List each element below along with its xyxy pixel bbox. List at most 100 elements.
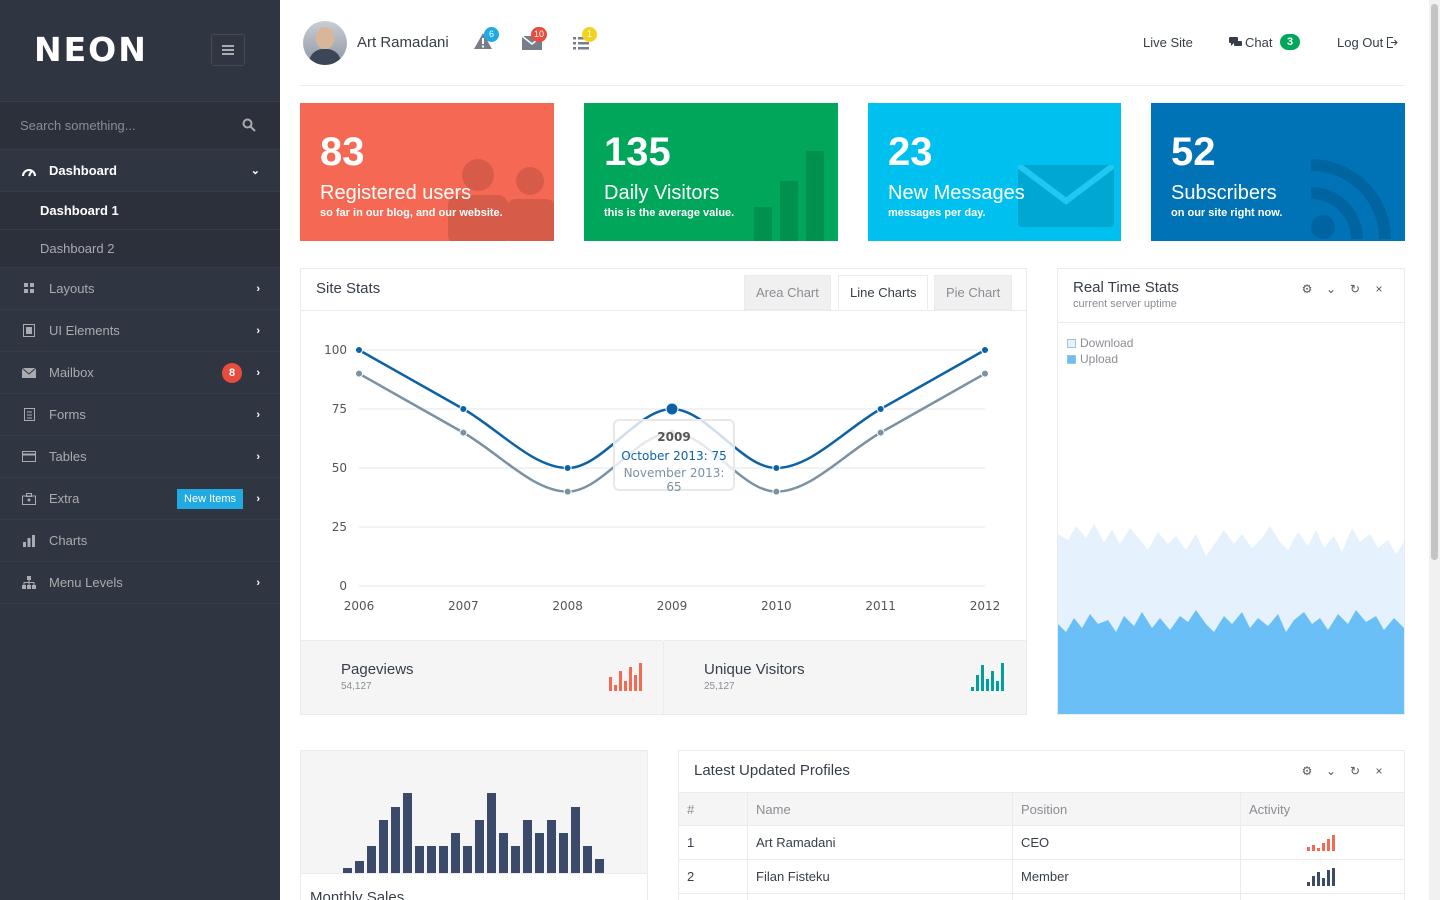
chevron-down-icon[interactable]: ⌄ (1325, 282, 1337, 296)
chevron-down-icon[interactable]: ⌄ (1325, 764, 1337, 778)
monthly-sales-bar-chart (343, 793, 604, 873)
sidebar-item-layouts[interactable]: Layouts › (0, 268, 280, 310)
data-point (563, 487, 572, 496)
data-point (563, 464, 572, 472)
panel-heading (1058, 269, 1404, 323)
close-icon[interactable]: × (1375, 282, 1383, 296)
search-input[interactable]: Search something... (20, 118, 136, 133)
briefcase-icon (22, 492, 36, 506)
legend-download[interactable]: Download (1067, 336, 1133, 350)
panel-heading (301, 269, 1026, 311)
data-point (459, 428, 468, 437)
sidebar-item-charts[interactable]: Charts (0, 520, 280, 562)
sidebar-item-label: Charts (49, 533, 88, 548)
column-divider (1012, 792, 1013, 900)
tab-line-charts[interactable]: Line Charts (838, 275, 929, 310)
tile-title: Registered users (320, 182, 472, 204)
table-row[interactable]: 1 Art Ramadani CEO (679, 826, 1404, 860)
rss-icon (1310, 159, 1391, 240)
users-icon (448, 159, 554, 241)
activity-sparkline (1307, 835, 1335, 851)
column-header[interactable]: Activity (1249, 802, 1291, 817)
panel-title: Real Time Stats (1073, 279, 1179, 296)
y-tick-label: 0 (339, 579, 347, 593)
live-site-link[interactable]: Live Site (1143, 35, 1193, 50)
chat-count-badge: 3 (1280, 34, 1300, 50)
sitemap-icon (22, 576, 36, 590)
sidebar-item-label: Forms (49, 407, 86, 422)
sidebar-item-ui-elements[interactable]: UI Elements › (0, 310, 280, 352)
sidebar-item-extra[interactable]: Extra New Items › (0, 478, 280, 520)
chevron-right-icon: › (256, 492, 260, 505)
tab-pie-chart[interactable]: Pie Chart (934, 275, 1013, 310)
sidebar (0, 0, 280, 900)
mail-icon (22, 366, 36, 380)
chat-link[interactable]: Chat (1245, 35, 1273, 50)
sidebar-subitem-dashboard-1[interactable]: Dashboard 1 (0, 192, 280, 230)
data-point (876, 405, 885, 413)
sidebar-item-menu-levels[interactable]: Menu Levels › (0, 562, 280, 604)
envelope-icon (1018, 165, 1114, 227)
stat-label: Unique Visitors (704, 661, 805, 678)
refresh-icon[interactable]: ↻ (1349, 764, 1361, 778)
column-header[interactable]: Position (1021, 802, 1068, 817)
x-tick-label: 2007 (448, 599, 479, 613)
gear-icon[interactable]: ⚙ (1301, 282, 1313, 296)
column-header[interactable]: Name (756, 802, 791, 817)
sidebar-item-mailbox[interactable]: Mailbox 8 › (0, 352, 280, 394)
window-icon (22, 324, 36, 338)
logo[interactable]: NEON (34, 30, 148, 69)
sidebar-item-label: Tables (49, 449, 87, 464)
table-row[interactable]: 2 Filan Fisteku Member (679, 860, 1404, 894)
x-tick-label: 2011 (865, 599, 896, 613)
logout-icon[interactable] (1387, 37, 1398, 48)
gear-icon[interactable]: ⚙ (1301, 764, 1313, 778)
menu-toggle-button[interactable] (211, 34, 245, 66)
sidebar-item-label: Dashboard (49, 163, 117, 178)
tile-subtitle: messages per day. (888, 207, 986, 219)
tile-subtitle: this is the average value. (604, 207, 735, 219)
y-tick-label: 50 (332, 461, 347, 475)
cell-num: 2 (687, 869, 695, 884)
warning-icon[interactable] (473, 32, 493, 50)
user-name[interactable]: Art Ramadani (357, 34, 449, 51)
tile-daily-visitors[interactable]: 135 Daily Visitors this is the average v… (584, 103, 838, 241)
logout-link[interactable]: Log Out (1337, 35, 1384, 50)
avatar[interactable] (303, 21, 347, 65)
cell-num: 1 (687, 835, 695, 850)
sidebar-item-dashboard[interactable]: Dashboard ⌄ (0, 150, 280, 192)
tile-new-messages[interactable]: 23 New Messages messages per day. (868, 103, 1121, 241)
chevron-right-icon: › (256, 576, 260, 589)
y-tick-label: 100 (324, 343, 347, 357)
legend-label: Download (1080, 336, 1134, 350)
sidebar-item-forms[interactable]: Forms › (0, 394, 280, 436)
tile-subtitle: so far in our blog, and our website. (320, 207, 503, 219)
scrollbar-thumb[interactable] (1431, 4, 1438, 560)
tab-area-chart[interactable]: Area Chart (744, 275, 831, 310)
mailbox-badge: 8 (222, 362, 242, 383)
data-point (665, 402, 679, 416)
gauge-icon (22, 164, 36, 178)
tooltip-line-2: November 2013: 65 (623, 466, 725, 494)
tile-subscribers[interactable]: 52 Subscribers on our site right now. (1151, 103, 1405, 241)
chevron-right-icon: › (256, 366, 260, 379)
data-point (772, 464, 781, 472)
refresh-icon[interactable]: ↻ (1349, 282, 1361, 296)
cell-name: Filan Fisteku (756, 869, 830, 884)
close-icon[interactable]: × (1375, 764, 1383, 778)
sidebar-item-label: Mailbox (49, 365, 94, 380)
legend-upload[interactable]: Upload (1067, 352, 1118, 366)
search-icon[interactable] (242, 118, 256, 132)
column-header[interactable]: # (687, 802, 695, 817)
sidebar-search[interactable]: Search something... (0, 101, 280, 150)
tile-registered-users[interactable]: 83 Registered users so far in our blog, … (300, 103, 554, 241)
pageviews-stat: Pageviews 54,127 (301, 640, 663, 714)
monthly-sales-footer (301, 873, 647, 900)
tile-subtitle: on our site right now. (1171, 207, 1283, 219)
alerts-badge: 6 (484, 27, 499, 42)
bar-chart-icon (22, 534, 36, 548)
sidebar-item-tables[interactable]: Tables › (0, 436, 280, 478)
data-point (355, 369, 363, 378)
cell-position: Member (1021, 869, 1069, 884)
sidebar-subitem-dashboard-2[interactable]: Dashboard 2 (0, 230, 280, 268)
